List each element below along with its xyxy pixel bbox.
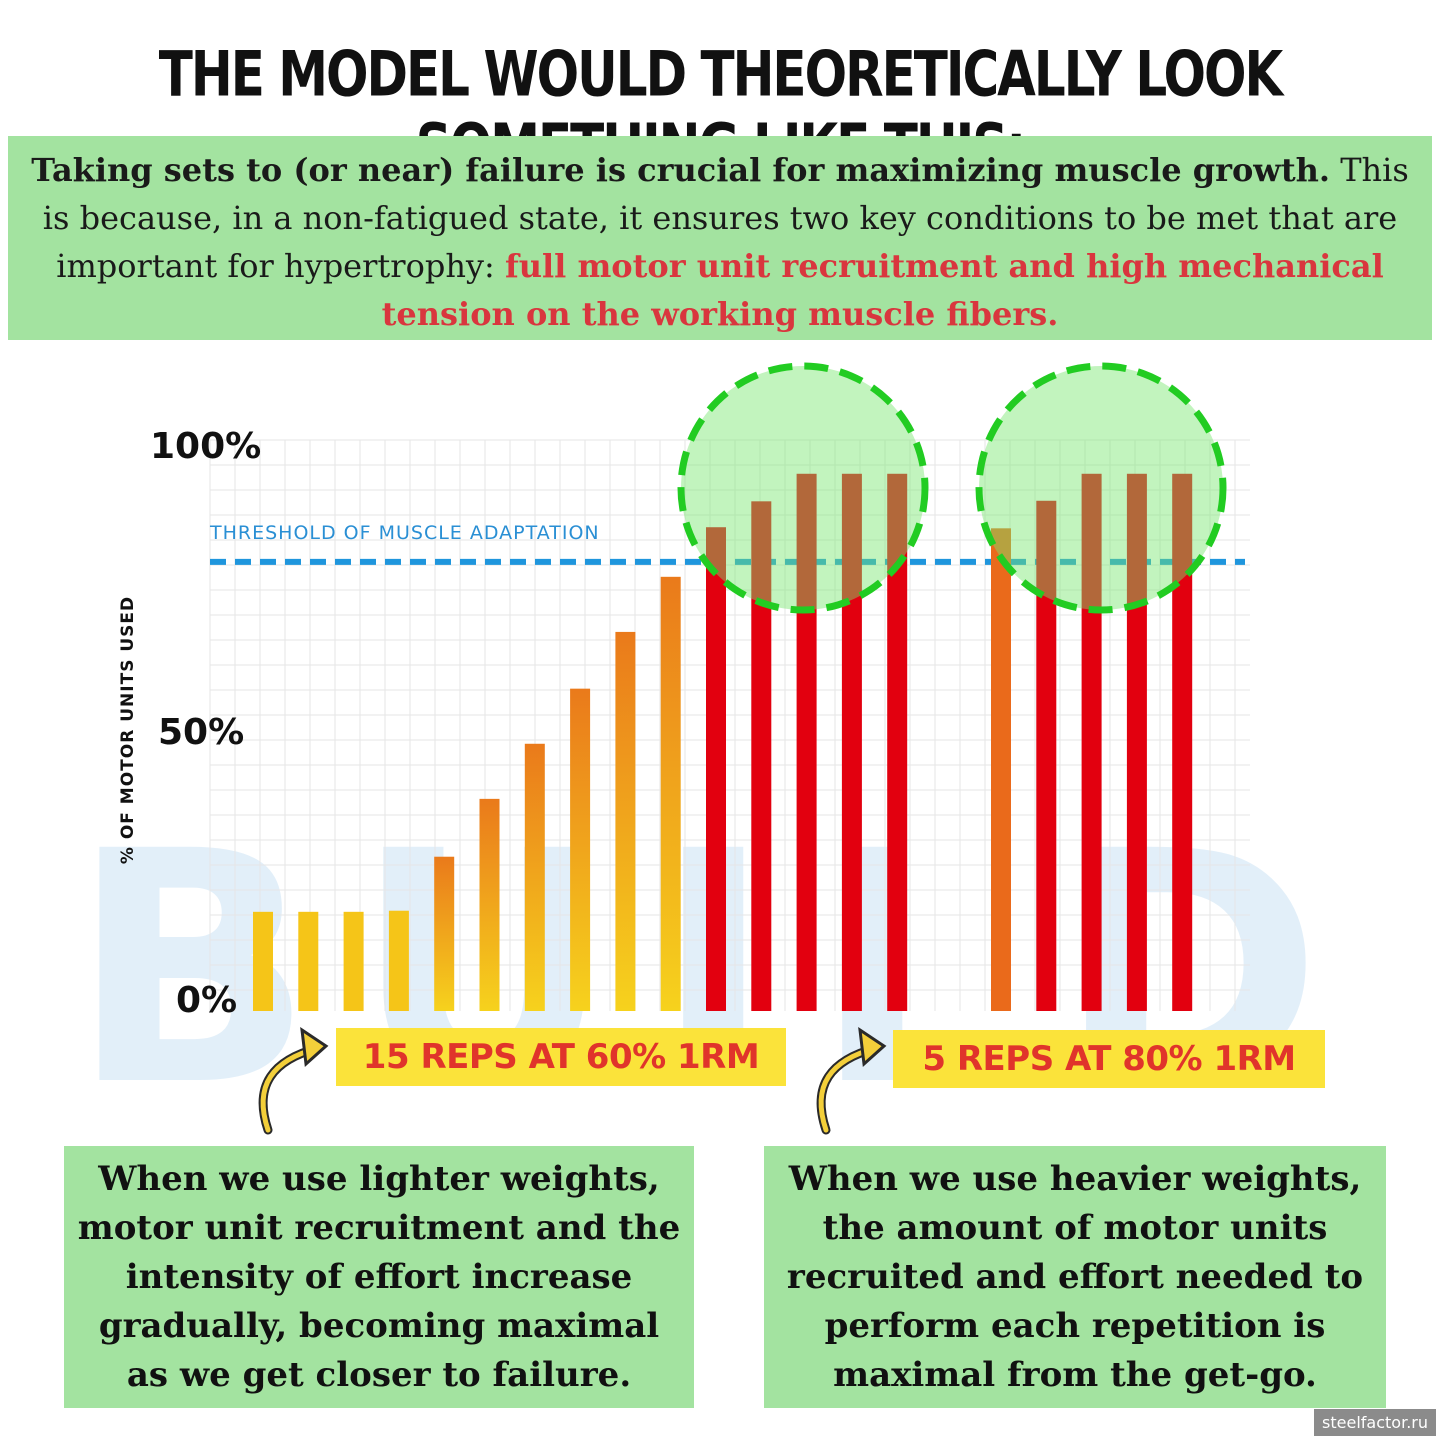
bar-light-set <box>660 576 681 1011</box>
heavy-weights-note: When we use heavier weights, the amount … <box>764 1146 1386 1408</box>
y-tick-50: 50% <box>158 712 245 753</box>
bar-heavy-set <box>991 528 1011 1011</box>
heavy-set-label: 5 REPS AT 80% 1RM <box>893 1030 1325 1088</box>
light-weights-note-text: When we use lighter weights, motor unit … <box>77 1158 681 1395</box>
threshold-label: THRESHOLD OF MUSCLE ADAPTATION <box>210 522 600 544</box>
bar-chart <box>209 362 1250 1135</box>
bar-light-set <box>343 911 364 1011</box>
bars-group <box>253 473 1193 1011</box>
arrows-group <box>258 1026 887 1135</box>
bar-light-set <box>524 743 545 1011</box>
bar-light-set <box>841 473 862 1011</box>
bar-light-set <box>479 798 500 1011</box>
bar-heavy-set <box>1172 473 1193 1011</box>
intro-box: Taking sets to (or near) failure is cruc… <box>8 136 1432 340</box>
intro-bold-text: Taking sets to (or near) failure is cruc… <box>31 151 1331 189</box>
highlight-circle <box>975 362 1227 614</box>
bar-light-set <box>615 631 636 1011</box>
intro-highlight-text: full motor unit recruitment and high mec… <box>381 247 1384 333</box>
y-tick-100: 100% <box>150 426 262 467</box>
bar-light-set <box>570 688 591 1011</box>
bar-light-set <box>751 501 772 1011</box>
arrow-head <box>858 1026 887 1068</box>
bar-heavy-set <box>1036 500 1057 1011</box>
arrow-head <box>300 1026 329 1068</box>
highlight-circles-group <box>677 362 1227 614</box>
heavy-weights-note-text: When we use heavier weights, the amount … <box>786 1158 1364 1395</box>
bar-light-set <box>253 911 273 1011</box>
light-set-label: 15 REPS AT 60% 1RM <box>336 1028 786 1086</box>
y-axis-label-text: % OF MOTOR UNITS USED <box>118 595 138 865</box>
light-weights-note: When we use lighter weights, motor unit … <box>64 1146 694 1408</box>
bar-light-set <box>298 911 319 1011</box>
intro-normal-text: This is because, in a non-fatigued state… <box>42 151 1409 285</box>
bar-light-set <box>434 856 455 1011</box>
bar-light-set <box>388 910 409 1011</box>
y-tick-0: 0% <box>176 980 238 1021</box>
site-credit: steelfactor.ru <box>1314 1409 1436 1436</box>
bar-light-set <box>887 473 908 1011</box>
highlight-circle <box>677 362 929 614</box>
bar-light-set <box>706 527 726 1011</box>
